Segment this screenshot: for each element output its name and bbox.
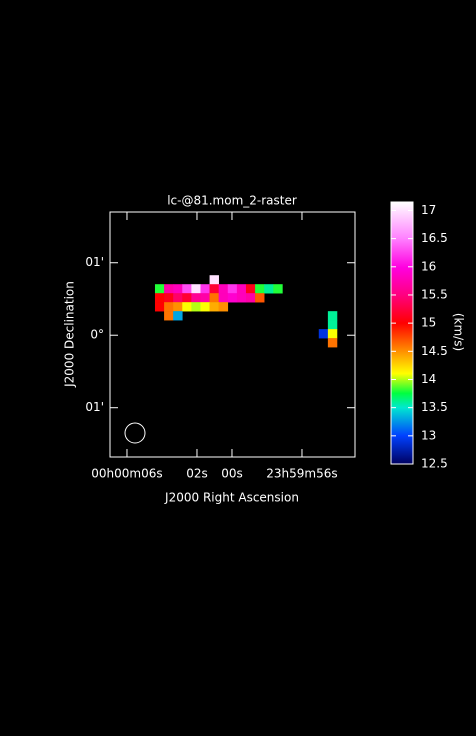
colorbar-tick-label: 17 [421,203,436,217]
pixel [200,302,210,312]
pixel [164,311,174,321]
pixel [209,293,219,303]
y-tick-label: 01' [85,400,104,414]
pixel [273,284,283,294]
y-tick-label: 01' [85,255,104,269]
pixel [200,293,210,303]
pixel [173,293,183,303]
colorbar [390,201,414,465]
pixel [227,284,238,294]
pixel [218,293,229,303]
colorbar-tick-label: 16 [421,259,436,273]
x-tick-label: 00h00m06s [91,467,162,481]
beam [124,422,146,444]
pixel [191,293,201,303]
pixel [191,302,201,312]
colorbar-tick-label: 13.5 [421,400,448,414]
pixel [327,320,338,330]
colorbar-tick-label: 14.5 [421,344,448,358]
pixel [327,338,338,348]
pixel [209,275,219,285]
pixel [245,284,256,294]
pixel [327,329,338,339]
pixel [327,311,338,321]
pixel [264,284,274,294]
colorbar-tick-label: 14 [421,372,436,386]
x-axis-label: J2000 Right Ascension [164,491,299,505]
pixel [209,302,219,312]
y-tick-label: 0° [90,328,104,342]
pixel [209,284,219,294]
pixel [227,293,238,303]
pixel [218,284,229,294]
pixel [182,284,192,294]
pixel [154,284,165,294]
x-tick-label: 02s [186,467,208,481]
pixel [236,293,247,303]
y-axis-label: J2000 Declination [63,281,77,388]
pixel [164,284,174,294]
pixel [200,284,210,294]
pixel [182,293,192,303]
colorbar-tick-label: 12.5 [421,457,448,471]
pixel [182,302,192,312]
pixel [245,293,256,303]
pixel [173,284,183,294]
colorbar-tick-label: 15.5 [421,287,448,301]
pixel [154,293,165,303]
colorbar-tick-label: 13 [421,428,436,442]
colorbar-tick-label: 16.5 [421,231,448,245]
pixel [236,284,247,294]
pixel [191,284,201,294]
pixel [218,302,229,312]
pixel [255,284,265,294]
pixel [318,329,329,339]
pixel [154,302,165,312]
x-tick-label: 23h59m56s [266,467,337,481]
pixel [164,302,174,312]
pixel [173,311,183,321]
chart-title: lc-@81.mom_2-raster [167,194,297,208]
colorbar-tick-label: 15 [421,316,436,330]
pixel [164,293,174,303]
plot-frame [109,211,356,458]
pixel [255,293,265,303]
x-tick-label: 00s [221,467,243,481]
colorbar-label: (km/s) [452,313,466,351]
pixel [173,302,183,312]
